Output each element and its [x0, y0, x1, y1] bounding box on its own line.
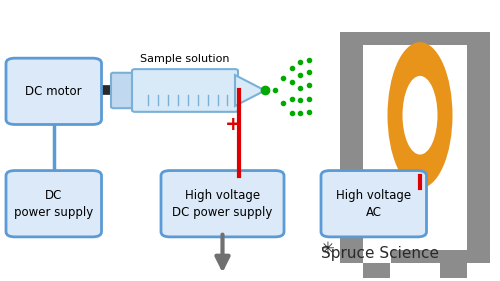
FancyBboxPatch shape — [132, 69, 238, 112]
FancyBboxPatch shape — [161, 171, 284, 237]
Bar — [340, 32, 362, 263]
Bar — [440, 263, 468, 278]
Text: +: + — [225, 115, 242, 134]
Text: High voltage
AC: High voltage AC — [336, 189, 411, 219]
Text: Spruce Science: Spruce Science — [321, 246, 439, 261]
Text: High voltage
DC power supply: High voltage DC power supply — [172, 189, 272, 219]
Text: DC
power supply: DC power supply — [14, 189, 94, 219]
FancyBboxPatch shape — [6, 58, 102, 124]
Text: ✳: ✳ — [320, 240, 334, 258]
Ellipse shape — [388, 42, 452, 188]
FancyBboxPatch shape — [6, 171, 102, 237]
Ellipse shape — [402, 76, 438, 155]
Polygon shape — [235, 75, 265, 106]
Bar — [340, 32, 490, 45]
FancyBboxPatch shape — [321, 171, 426, 237]
Bar — [362, 263, 390, 278]
FancyBboxPatch shape — [111, 73, 138, 108]
Bar — [340, 250, 356, 263]
Text: DC motor: DC motor — [26, 85, 82, 98]
Bar — [468, 32, 490, 263]
Text: Sample solution: Sample solution — [140, 54, 230, 64]
Bar — [392, 250, 490, 263]
